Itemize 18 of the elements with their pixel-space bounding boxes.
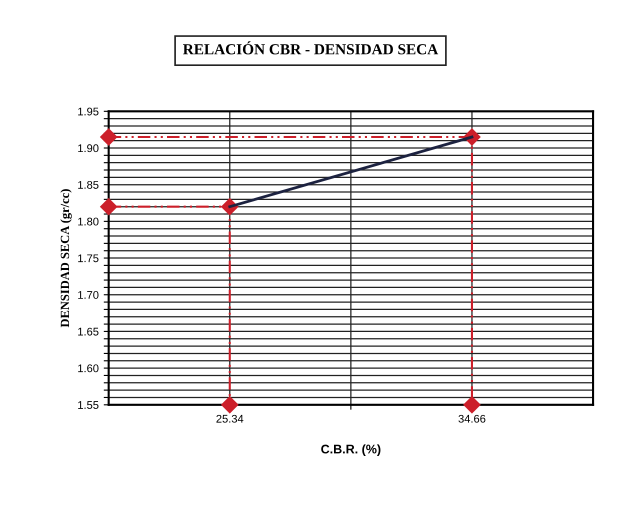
point	[100, 198, 118, 216]
y-tick-label: 1.90	[78, 144, 99, 152]
x-tick-label: 25.34	[216, 414, 244, 423]
x-axis-title: C.B.R. (%)	[321, 444, 380, 456]
point	[463, 396, 481, 414]
y-tick-label: 1.75	[78, 254, 98, 262]
y-tick-label: 1.95	[78, 108, 98, 116]
y-tick-label: 1.85	[78, 180, 98, 189]
y-tick-label: 1.80	[78, 218, 99, 226]
y-tick-label: 1.55	[78, 401, 98, 409]
point	[100, 128, 118, 146]
y-axis-title: DENSIDAD SECA (gr/cc)	[60, 189, 72, 328]
x-tick-label: 34.66	[458, 414, 486, 423]
y-tick-label: 1.65	[78, 328, 98, 336]
point	[221, 396, 238, 414]
y-tick-label: 1.70	[78, 291, 99, 299]
chart-title: RELACIÓN CBR - DENSIDAD SECA	[183, 41, 438, 54]
y-tick-label: 1.60	[78, 364, 99, 372]
